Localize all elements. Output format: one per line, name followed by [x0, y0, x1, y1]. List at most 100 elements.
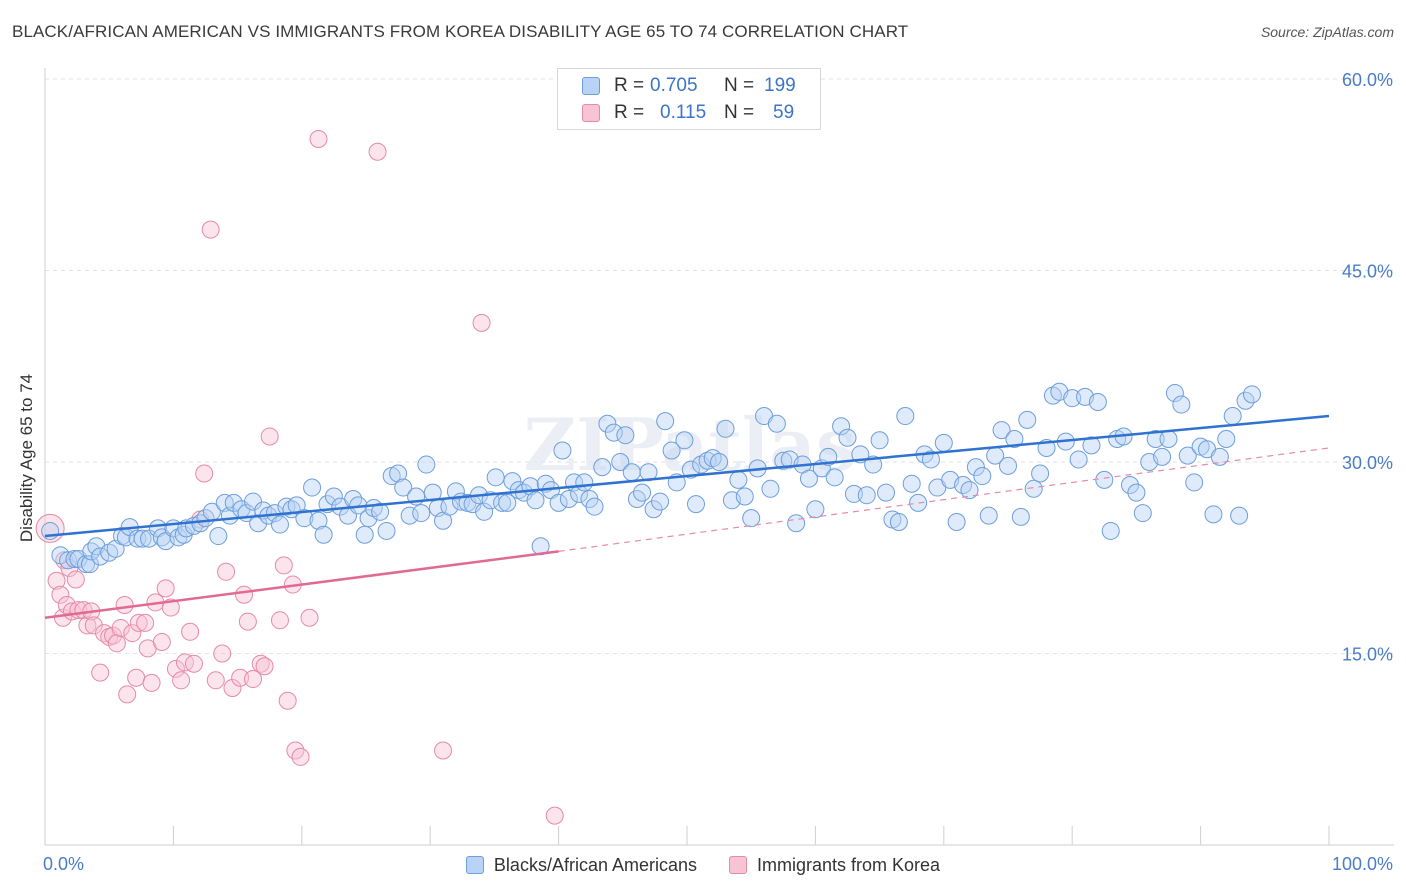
point-black: [787, 514, 806, 533]
point-korea: [47, 571, 66, 590]
trend-lines: [44, 414, 1330, 619]
point-korea: [195, 464, 214, 483]
point-black: [651, 492, 670, 511]
point-korea: [107, 634, 126, 653]
point-korea: [206, 671, 225, 690]
stats-swatch-korea: [582, 104, 600, 122]
point-black: [870, 431, 889, 450]
point-black: [446, 482, 465, 501]
point-black: [1178, 446, 1197, 465]
point-black: [355, 525, 374, 544]
legend-swatch-black: [465, 856, 484, 874]
point-black: [774, 451, 793, 470]
point-black: [503, 472, 522, 491]
point-korea: [472, 313, 491, 332]
legend-item-korea[interactable]: Immigrants from Korea: [729, 855, 940, 876]
point-black: [585, 497, 604, 516]
stats-row-black: R = 0.705 N = 199: [558, 73, 820, 99]
point-black: [902, 474, 921, 493]
point-black: [82, 542, 101, 561]
point-black: [1165, 384, 1184, 403]
point-black: [1185, 473, 1204, 492]
y-axis-label: Disability Age 65 to 74: [17, 374, 36, 542]
point-black: [960, 481, 979, 500]
point-black: [729, 470, 748, 489]
n-label: N =: [724, 75, 755, 96]
point-korea: [213, 644, 232, 663]
point-black: [675, 431, 694, 450]
point-korea: [172, 671, 191, 690]
point-black: [1088, 392, 1107, 411]
point-korea: [184, 654, 203, 673]
source-credit: Source: ZipAtlas.com: [1260, 24, 1394, 40]
point-korea: [129, 613, 148, 632]
point-korea: [136, 613, 155, 632]
point-black: [394, 478, 413, 497]
point-black: [681, 460, 700, 479]
point-black: [877, 483, 896, 502]
point-black: [819, 447, 838, 466]
point-black: [303, 478, 322, 497]
point-black: [359, 509, 378, 528]
point-korea: [274, 556, 293, 575]
point-black: [1101, 521, 1120, 540]
point-korea: [78, 616, 97, 635]
point-korea: [142, 673, 161, 692]
point-korea: [255, 657, 274, 676]
point-black: [314, 525, 333, 544]
chart-title: BLACK/AFRICAN AMERICAN VS IMMIGRANTS FRO…: [12, 22, 909, 41]
point-black: [716, 419, 735, 438]
point-black: [309, 511, 328, 530]
r-label: R =: [614, 102, 645, 123]
y-tick-label: 15.0%: [1342, 645, 1393, 665]
point-black: [598, 414, 617, 433]
point-black: [1069, 450, 1088, 469]
point-black: [973, 467, 992, 486]
point-black: [662, 441, 681, 460]
point-black: [838, 428, 857, 447]
point-black: [947, 513, 966, 532]
point-black: [909, 493, 928, 512]
point-korea: [111, 618, 130, 637]
point-black: [1024, 479, 1043, 498]
legend-item-black[interactable]: Blacks/African Americans: [465, 855, 697, 876]
point-korea: [238, 612, 257, 631]
point-black: [832, 417, 851, 436]
point-black: [1133, 504, 1152, 523]
point-black: [896, 407, 915, 426]
point-black: [549, 493, 568, 512]
point-korea: [300, 608, 319, 627]
point-black: [656, 412, 675, 431]
x-tick-label: 0.0%: [43, 854, 84, 874]
point-black: [1172, 395, 1191, 414]
point-black: [324, 487, 343, 506]
point-korea: [291, 747, 310, 766]
point-black: [999, 456, 1017, 475]
correlation-stats-box: R = 0.705 N = 199 R = 0.115 N = 59: [557, 68, 821, 130]
point-korea: [118, 685, 137, 704]
point-black: [735, 487, 754, 506]
n-value: 59: [773, 102, 795, 123]
point-korea: [270, 611, 289, 630]
point-black: [1223, 407, 1242, 426]
point-black: [389, 464, 408, 483]
point-korea: [217, 562, 236, 581]
point-korea: [66, 570, 85, 589]
point-black: [1018, 410, 1037, 429]
trend-korea: [44, 550, 559, 619]
point-black: [857, 486, 876, 505]
point-black: [761, 479, 780, 498]
point-black: [1031, 464, 1050, 483]
point-black: [1005, 430, 1024, 449]
point-black: [686, 495, 705, 514]
stats-swatch-black: [582, 77, 600, 95]
grid-lines: [45, 78, 1394, 654]
point-black: [475, 502, 494, 521]
point-black: [979, 506, 998, 525]
x-tick-label: 100.0%: [1332, 854, 1393, 874]
point-korea: [152, 633, 171, 652]
point-black: [80, 555, 99, 574]
point-black: [698, 451, 717, 470]
point-black: [1242, 385, 1261, 404]
point-black: [1095, 470, 1114, 489]
